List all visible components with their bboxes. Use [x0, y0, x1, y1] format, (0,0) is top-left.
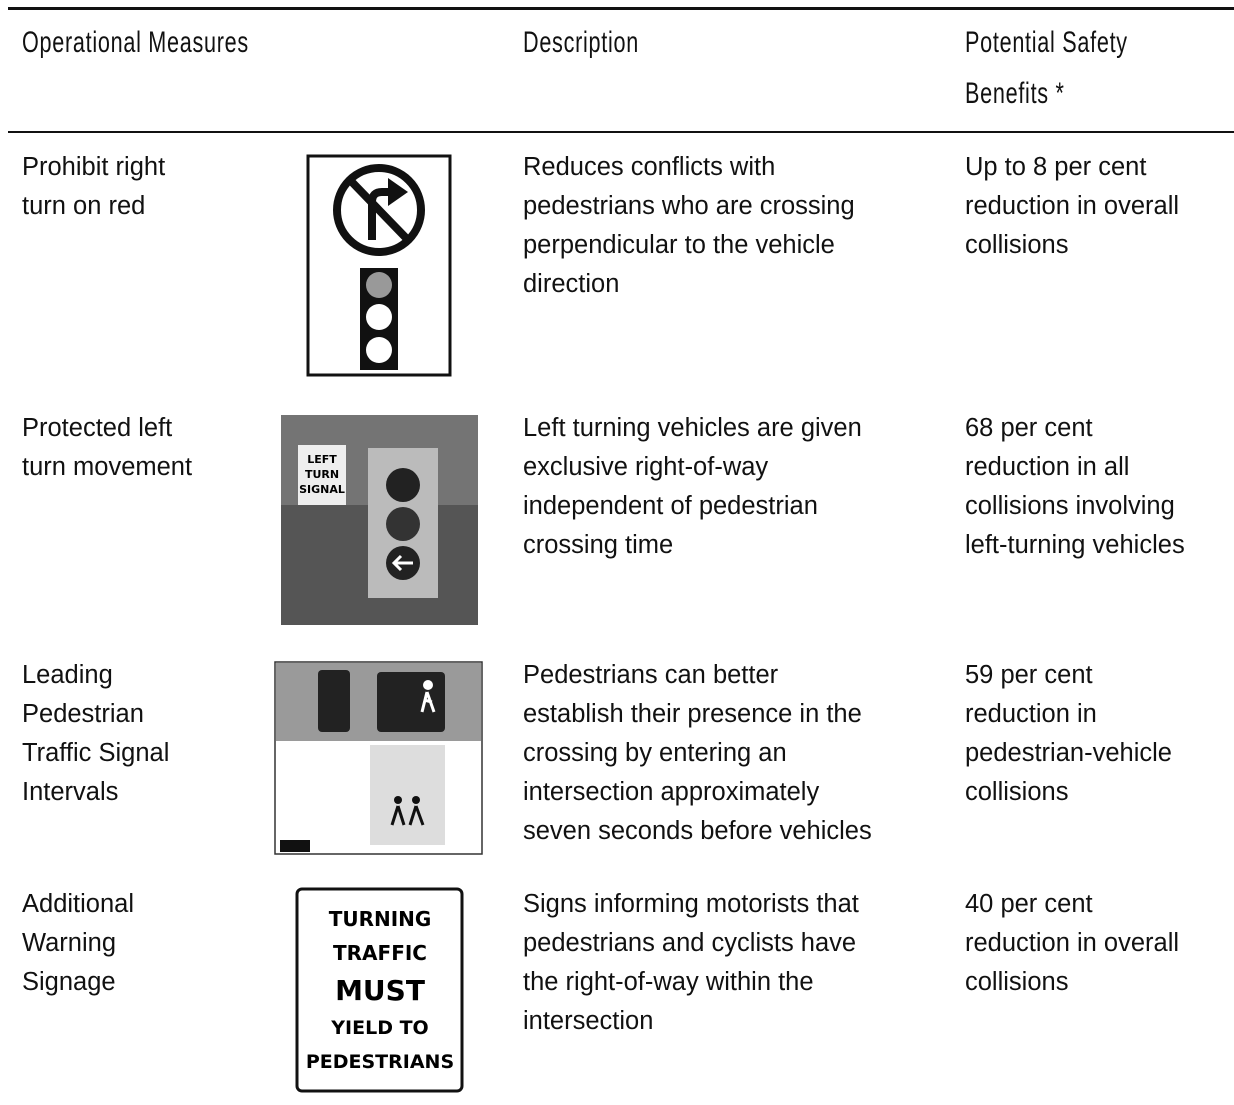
- benefit-text: collisions: [965, 231, 1069, 259]
- benefit-text: 40 per cent: [965, 890, 1093, 918]
- description-text: intersection: [523, 1007, 654, 1035]
- benefit-text: pedestrian-vehicle: [965, 739, 1172, 767]
- description-text: Left turning vehicles are given: [523, 414, 862, 442]
- description-text: crossing time: [523, 531, 674, 559]
- benefit-text: 59 per cent: [965, 661, 1093, 689]
- left-turn-signal-photo: LEFT TURN SIGNAL: [281, 415, 478, 625]
- column-header: Operational Measures: [22, 26, 249, 59]
- description-text: Signs informing motorists that: [523, 890, 859, 918]
- description-text: Pedestrians can better: [523, 661, 779, 689]
- benefit-text: collisions: [965, 778, 1069, 806]
- description-text: establish their presence in the: [523, 700, 862, 728]
- description-text: direction: [523, 270, 620, 298]
- benefit-text: reduction in: [965, 700, 1097, 728]
- description-text: independent of pedestrian: [523, 492, 818, 520]
- description-text: seven seconds before vehicles: [523, 817, 872, 845]
- no-right-turn-sign: [306, 154, 452, 377]
- measure-text: Prohibit right: [22, 153, 166, 181]
- sign-text: TURN: [305, 468, 339, 481]
- measure-text: Warning: [22, 929, 117, 957]
- sign-text: SIGNAL: [299, 483, 345, 496]
- sign-text: TURNING: [329, 907, 432, 931]
- top-rule: [8, 7, 1234, 10]
- sign-text: LEFT: [307, 453, 337, 466]
- benefit-text: left-turning vehicles: [965, 531, 1185, 559]
- benefit-text: collisions: [965, 968, 1069, 996]
- sign-text: PEDESTRIANS: [306, 1051, 454, 1073]
- measure-text: turn movement: [22, 453, 193, 481]
- measure-text: Protected left: [22, 414, 173, 442]
- measure-text: Intervals: [22, 778, 119, 806]
- description-text: crossing by entering an: [523, 739, 787, 767]
- sign-text: MUST: [335, 974, 425, 1007]
- sign-text: TRAFFIC: [333, 941, 427, 965]
- benefit-text: 68 per cent: [965, 414, 1093, 442]
- measure-text: Pedestrian: [22, 700, 144, 728]
- benefit-text: Up to 8 per cent: [965, 153, 1147, 181]
- measure-text: Additional: [22, 890, 134, 918]
- measure-text: Leading: [22, 661, 113, 689]
- description-text: the right-of-way within the: [523, 968, 814, 996]
- description-text: pedestrians who are crossing: [523, 192, 855, 220]
- leading-interval-image: [274, 661, 483, 855]
- column-header: Description: [523, 26, 639, 59]
- measure-text: turn on red: [22, 192, 146, 220]
- description-text: Reduces conflicts with: [523, 153, 776, 181]
- header-rule: [8, 131, 1234, 133]
- benefit-text: reduction in overall: [965, 929, 1180, 957]
- description-text: exclusive right-of-way: [523, 453, 769, 481]
- description-text: pedestrians and cyclists have: [523, 929, 857, 957]
- benefit-text: reduction in overall: [965, 192, 1180, 220]
- measure-text: Traffic Signal: [22, 739, 170, 767]
- benefit-text: reduction in all: [965, 453, 1130, 481]
- measure-text: Signage: [22, 968, 116, 996]
- sign-text: YIELD TO: [330, 1017, 428, 1039]
- column-header: Benefits *: [965, 77, 1065, 110]
- benefit-text: collisions involving: [965, 492, 1175, 520]
- description-text: perpendicular to the vehicle: [523, 231, 835, 259]
- column-header: Potential Safety: [965, 26, 1128, 59]
- yield-sign: TURNING TRAFFIC MUST YIELD TO PEDESTRIAN…: [295, 887, 464, 1093]
- description-text: intersection approximately: [523, 778, 820, 806]
